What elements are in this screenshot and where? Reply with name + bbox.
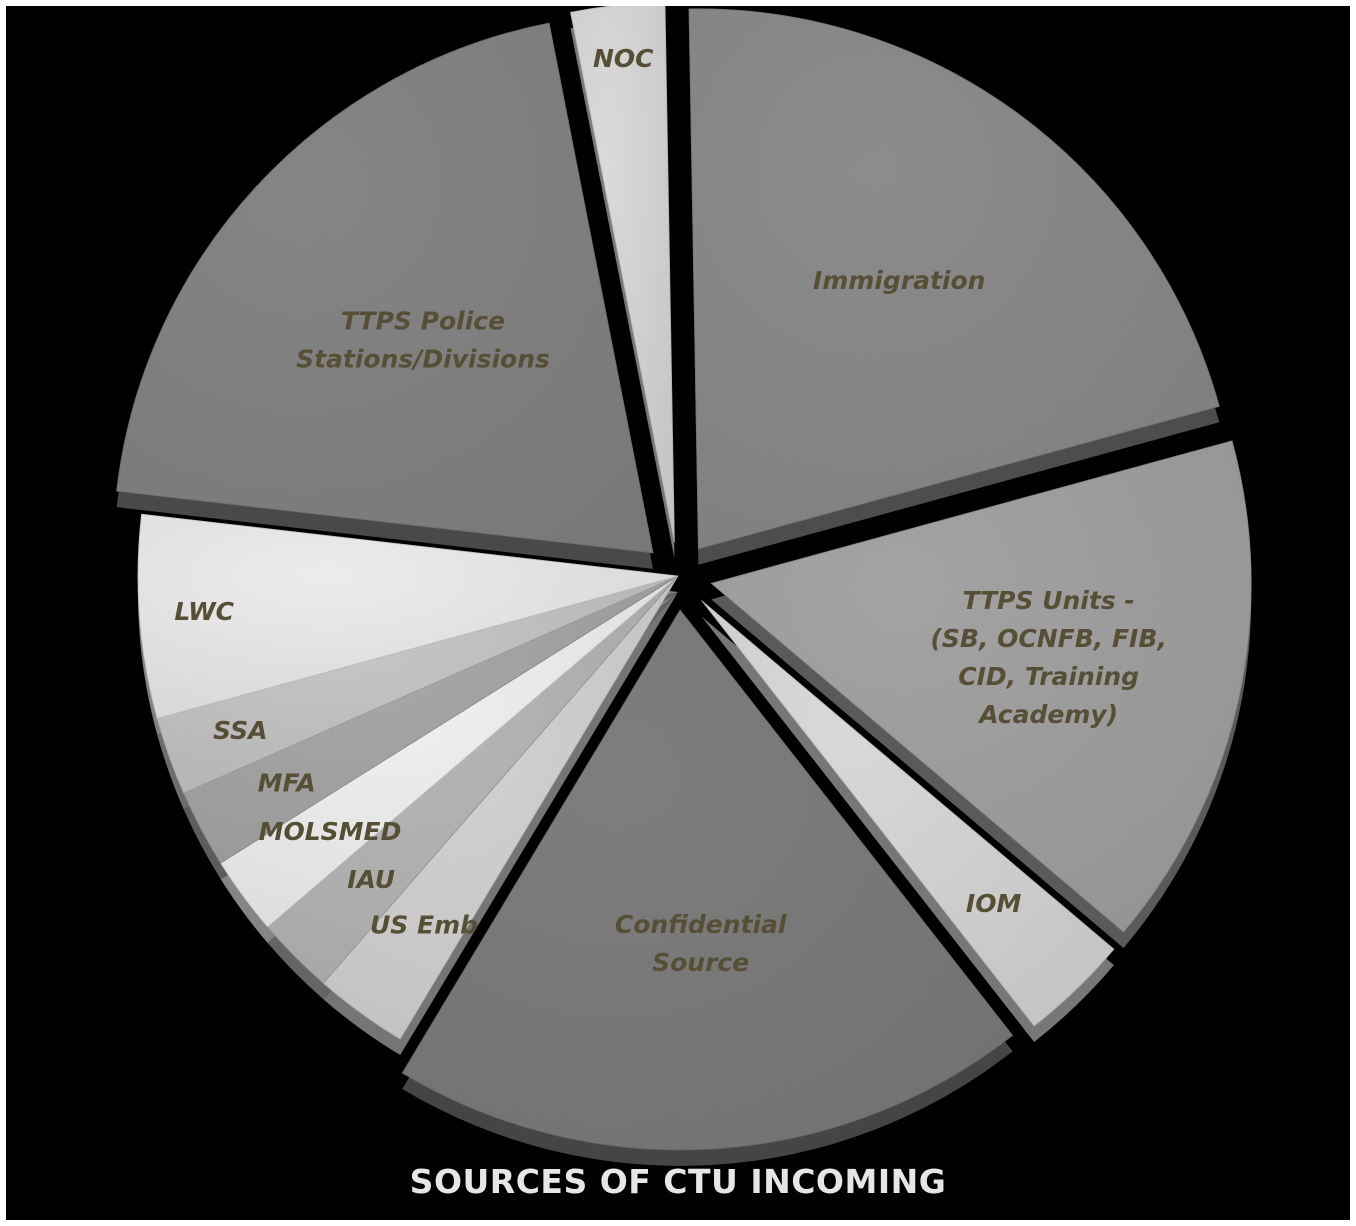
chart-area: Immigration TTPS Units -(SB, OCNFB, FIB, C…: [6, 6, 1350, 1220]
pie-slice[interactable]: [401, 609, 1014, 1151]
slice-label: Immigration: [813, 266, 986, 295]
slice-label: MOLSMED: [259, 817, 402, 846]
pie-slice[interactable]: [116, 22, 654, 554]
slice-label: US Emb: [370, 910, 478, 939]
pie-slices: [116, 6, 1252, 1151]
slice-labels: Immigration TTPS Units -(SB, OCNFB, FIB, C…: [174, 44, 1167, 977]
chart-title: SOURCES OF CTU INCOMING: [409, 1162, 947, 1201]
slice-label: LWC: [174, 597, 234, 626]
slice-label: MFA: [258, 768, 316, 797]
pie-slice[interactable]: [570, 6, 675, 543]
pie-slice[interactable]: [137, 513, 679, 719]
slice-label: NOC: [593, 44, 654, 73]
slice-label: TTPS Units -(SB, OCNFB, FIB, CID, Trainin…: [930, 586, 1166, 729]
pie-slice[interactable]: [701, 600, 1115, 1027]
slice-label: SSA: [213, 716, 267, 745]
slice-label: Confidential Source: [615, 910, 787, 977]
slice-label: IAU: [347, 865, 395, 894]
slice-label: IOM: [966, 889, 1022, 918]
pie-slice[interactable]: [688, 8, 1220, 550]
pie-chart: Immigration TTPS Units -(SB, OCNFB, FIB, C…: [116, 6, 1252, 1166]
pie-slice[interactable]: [710, 440, 1252, 933]
slice-label: TTPS Police Stations/Divisions: [296, 306, 550, 373]
